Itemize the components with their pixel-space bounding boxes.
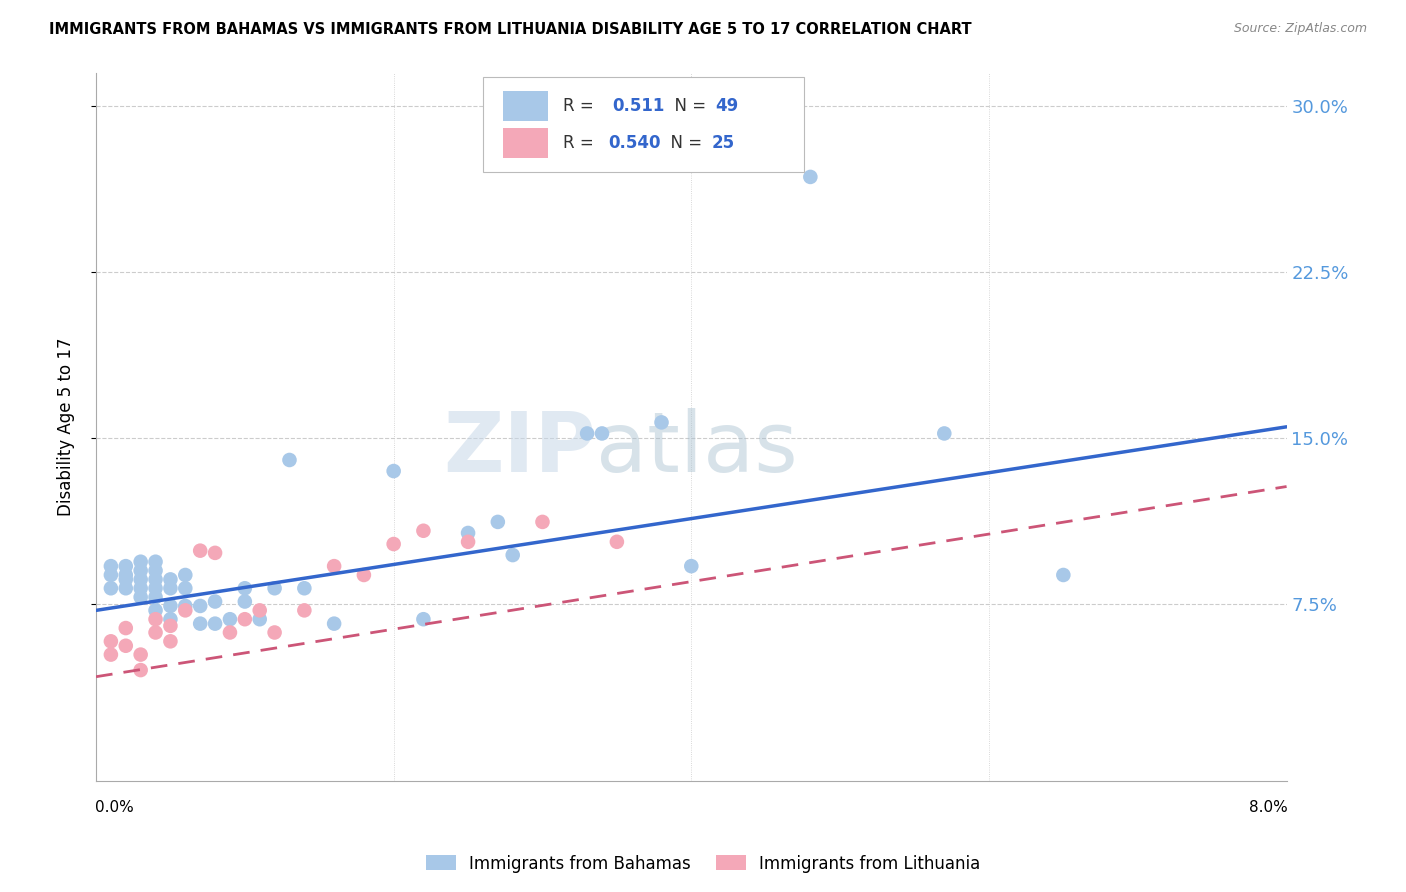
Point — [502, 548, 524, 562]
Point — [145, 590, 167, 604]
Point — [263, 625, 285, 640]
FancyBboxPatch shape — [482, 77, 804, 172]
Point — [292, 581, 315, 595]
Point — [204, 546, 226, 560]
Point — [681, 559, 703, 574]
Point — [188, 599, 211, 613]
Point — [129, 564, 152, 578]
Point — [114, 568, 136, 582]
Point — [145, 573, 167, 587]
Point — [129, 573, 152, 587]
Point — [159, 599, 181, 613]
Point — [114, 639, 136, 653]
Legend: Immigrants from Bahamas, Immigrants from Lithuania: Immigrants from Bahamas, Immigrants from… — [419, 848, 987, 880]
Point — [114, 559, 136, 574]
Point — [606, 534, 628, 549]
Point — [100, 634, 122, 648]
Text: R =: R = — [562, 96, 605, 114]
Point — [174, 581, 197, 595]
Point — [174, 603, 197, 617]
Point — [651, 416, 673, 430]
Point — [278, 453, 301, 467]
Point — [145, 564, 167, 578]
Point — [576, 426, 599, 441]
Point — [159, 634, 181, 648]
Point — [486, 515, 509, 529]
Point — [219, 612, 242, 626]
Point — [145, 603, 167, 617]
Point — [292, 603, 315, 617]
Point — [129, 590, 152, 604]
Point — [353, 568, 375, 582]
Point — [188, 616, 211, 631]
Point — [145, 625, 167, 640]
Text: atlas: atlas — [596, 408, 797, 489]
Point — [174, 568, 197, 582]
Point — [145, 581, 167, 595]
Text: N =: N = — [661, 134, 707, 152]
Text: ZIP: ZIP — [443, 408, 596, 489]
Point — [174, 599, 197, 613]
Point — [100, 568, 122, 582]
FancyBboxPatch shape — [503, 91, 548, 121]
Point — [1052, 568, 1074, 582]
Point — [145, 612, 167, 626]
Point — [249, 612, 271, 626]
Text: 25: 25 — [711, 134, 735, 152]
Point — [323, 616, 346, 631]
Point — [100, 559, 122, 574]
Point — [188, 543, 211, 558]
Point — [457, 534, 479, 549]
Text: R =: R = — [562, 134, 599, 152]
Point — [114, 581, 136, 595]
Point — [531, 515, 554, 529]
Text: 0.511: 0.511 — [613, 96, 665, 114]
Point — [204, 616, 226, 631]
Point — [412, 612, 434, 626]
Point — [382, 464, 405, 478]
Point — [233, 581, 256, 595]
Point — [145, 555, 167, 569]
Point — [114, 573, 136, 587]
Point — [323, 559, 346, 574]
Text: IMMIGRANTS FROM BAHAMAS VS IMMIGRANTS FROM LITHUANIA DISABILITY AGE 5 TO 17 CORR: IMMIGRANTS FROM BAHAMAS VS IMMIGRANTS FR… — [49, 22, 972, 37]
Text: 0.540: 0.540 — [607, 134, 661, 152]
Point — [233, 594, 256, 608]
Point — [382, 537, 405, 551]
Point — [263, 581, 285, 595]
Point — [204, 594, 226, 608]
Text: 49: 49 — [716, 96, 738, 114]
Point — [100, 648, 122, 662]
Point — [934, 426, 956, 441]
Point — [591, 426, 613, 441]
FancyBboxPatch shape — [503, 128, 548, 158]
Point — [100, 581, 122, 595]
Point — [219, 625, 242, 640]
Point — [249, 603, 271, 617]
Point — [129, 581, 152, 595]
Point — [799, 169, 821, 184]
Point — [129, 648, 152, 662]
Point — [159, 612, 181, 626]
Point — [159, 619, 181, 633]
Point — [233, 612, 256, 626]
Point — [159, 573, 181, 587]
Point — [129, 663, 152, 677]
Point — [159, 581, 181, 595]
Point — [457, 525, 479, 540]
Text: 0.0%: 0.0% — [94, 800, 134, 815]
Text: N =: N = — [664, 96, 711, 114]
Point — [129, 555, 152, 569]
Point — [114, 621, 136, 635]
Text: Source: ZipAtlas.com: Source: ZipAtlas.com — [1233, 22, 1367, 36]
Text: 8.0%: 8.0% — [1249, 800, 1288, 815]
Point — [412, 524, 434, 538]
Y-axis label: Disability Age 5 to 17: Disability Age 5 to 17 — [58, 337, 75, 516]
